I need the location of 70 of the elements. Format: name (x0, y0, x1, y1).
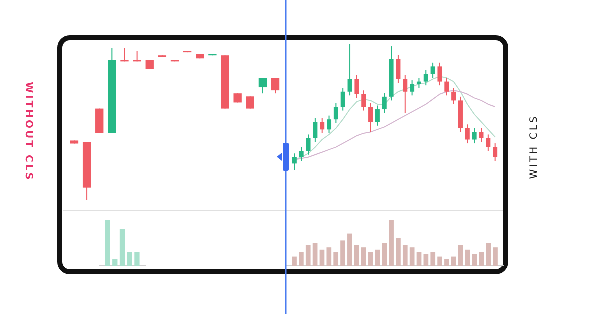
bar (416, 252, 422, 266)
bar (105, 220, 110, 266)
candlestick (146, 60, 154, 70)
bar (375, 250, 380, 266)
candlestick (479, 128, 484, 143)
bar (430, 252, 436, 266)
bar (334, 252, 339, 266)
bar (127, 252, 132, 266)
candlestick (354, 75, 360, 99)
candlestick (362, 90, 366, 112)
bar (486, 243, 491, 266)
bar (479, 252, 484, 266)
candlestick (465, 124, 470, 144)
bar (451, 256, 456, 266)
candlestick (292, 153, 297, 170)
bar (306, 245, 311, 266)
bar (292, 256, 297, 266)
candlestick (340, 88, 346, 112)
bar (472, 254, 478, 266)
candlestick (299, 146, 304, 162)
candlestick (327, 115, 332, 134)
bar (424, 254, 429, 266)
y-axis-title: WITHOUT CLS (23, 82, 34, 182)
candlestick (430, 62, 436, 79)
candlestick (271, 78, 280, 94)
candlestick (444, 78, 450, 96)
bar (389, 220, 394, 266)
y2-axis-title: WITH CLS (529, 114, 540, 180)
bar (493, 248, 498, 266)
candlestick (493, 143, 498, 162)
candlestick (368, 102, 374, 133)
bar (458, 245, 464, 266)
candlestick (348, 44, 352, 96)
candlestick (375, 105, 380, 126)
bar (112, 259, 118, 266)
candlestick (313, 118, 318, 143)
bar (340, 240, 346, 266)
candlestick (403, 75, 408, 114)
bar (396, 238, 401, 266)
candlestick (334, 102, 338, 124)
bar (299, 252, 304, 266)
candlestick (382, 92, 387, 114)
candlestick (258, 78, 268, 94)
bar (361, 248, 366, 266)
bar (134, 252, 140, 266)
candlestick (424, 70, 428, 86)
bar (410, 248, 415, 266)
bar (382, 243, 388, 266)
candlestick (306, 134, 311, 156)
candlestick (320, 118, 325, 134)
bar (348, 234, 352, 266)
bar (120, 229, 126, 266)
bar (438, 256, 442, 266)
candlestick (410, 80, 415, 96)
bar (465, 250, 470, 266)
candlestick (416, 78, 422, 89)
candlestick (472, 128, 477, 144)
candlestick (438, 62, 442, 86)
candlestick (452, 88, 456, 105)
bar (402, 245, 408, 266)
bar (312, 243, 318, 266)
bar (444, 259, 450, 266)
bar (354, 245, 360, 266)
candlestick (396, 54, 401, 84)
candlestick (246, 96, 254, 110)
candlestick (486, 134, 491, 152)
candlestick (120, 48, 129, 62)
bar (326, 248, 332, 266)
bar (368, 252, 374, 266)
bar (320, 250, 325, 266)
